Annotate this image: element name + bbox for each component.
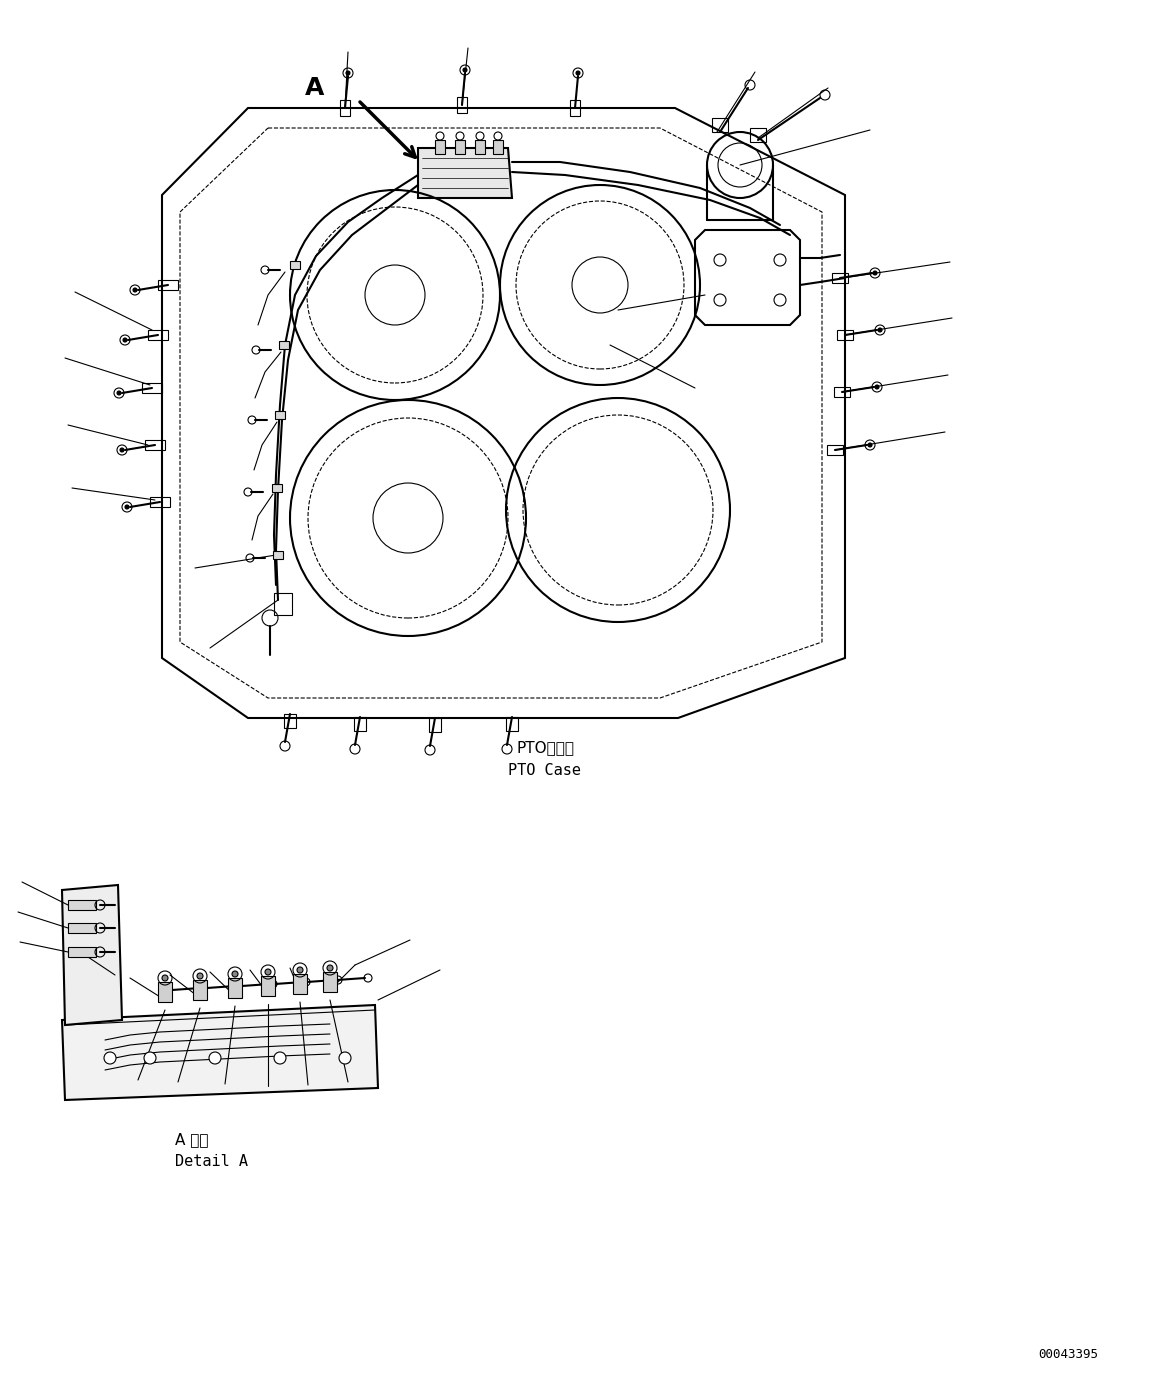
Bar xyxy=(475,140,485,153)
Bar xyxy=(279,341,288,350)
Circle shape xyxy=(327,965,333,972)
Circle shape xyxy=(463,68,468,72)
Bar xyxy=(457,97,468,113)
Bar xyxy=(145,439,165,451)
Bar xyxy=(193,980,207,1001)
Bar xyxy=(284,714,297,728)
Text: 00043395: 00043395 xyxy=(1039,1349,1098,1361)
Bar xyxy=(261,976,274,996)
Polygon shape xyxy=(62,1005,378,1100)
Circle shape xyxy=(873,271,877,275)
Polygon shape xyxy=(62,884,122,1025)
Circle shape xyxy=(117,391,121,395)
Circle shape xyxy=(878,328,882,332)
Bar xyxy=(712,117,728,133)
Bar xyxy=(67,923,97,933)
Bar xyxy=(148,330,167,340)
Bar xyxy=(354,717,366,731)
Bar xyxy=(455,140,465,153)
Circle shape xyxy=(297,967,304,973)
Bar xyxy=(827,445,843,455)
Bar xyxy=(290,261,300,269)
Bar xyxy=(158,983,172,1002)
Bar xyxy=(67,947,97,956)
Bar xyxy=(273,551,283,558)
Bar xyxy=(274,410,285,419)
Bar xyxy=(150,498,170,507)
Circle shape xyxy=(120,448,124,452)
Circle shape xyxy=(231,972,238,977)
Bar xyxy=(837,330,852,340)
Text: A: A xyxy=(306,76,324,100)
Bar xyxy=(142,383,162,392)
Circle shape xyxy=(868,444,872,446)
Bar xyxy=(340,100,350,116)
Circle shape xyxy=(338,1052,351,1064)
Polygon shape xyxy=(418,148,512,198)
Circle shape xyxy=(123,339,127,341)
Circle shape xyxy=(197,973,204,978)
Circle shape xyxy=(124,504,129,509)
Circle shape xyxy=(274,1052,286,1064)
Bar xyxy=(832,274,848,283)
Bar xyxy=(429,719,441,732)
Circle shape xyxy=(209,1052,221,1064)
Bar xyxy=(274,593,292,615)
Text: A 詳細: A 詳細 xyxy=(174,1132,208,1147)
Bar xyxy=(506,717,518,731)
Circle shape xyxy=(875,386,879,388)
Bar xyxy=(272,484,281,492)
Circle shape xyxy=(576,70,580,75)
Bar xyxy=(293,974,307,994)
Bar xyxy=(750,129,766,142)
Bar xyxy=(834,387,850,397)
Bar xyxy=(493,140,504,153)
Circle shape xyxy=(144,1052,156,1064)
Text: PTOケース: PTOケース xyxy=(516,741,575,756)
Bar xyxy=(228,978,242,998)
Circle shape xyxy=(347,70,350,75)
Bar xyxy=(158,281,178,290)
Text: Detail A: Detail A xyxy=(174,1154,248,1169)
Circle shape xyxy=(133,287,137,292)
Circle shape xyxy=(104,1052,116,1064)
Circle shape xyxy=(162,974,167,981)
Bar xyxy=(570,100,580,116)
Bar xyxy=(323,972,337,992)
Bar xyxy=(435,140,445,153)
Text: PTO Case: PTO Case xyxy=(508,763,582,778)
Bar xyxy=(67,900,97,909)
Circle shape xyxy=(265,969,271,974)
